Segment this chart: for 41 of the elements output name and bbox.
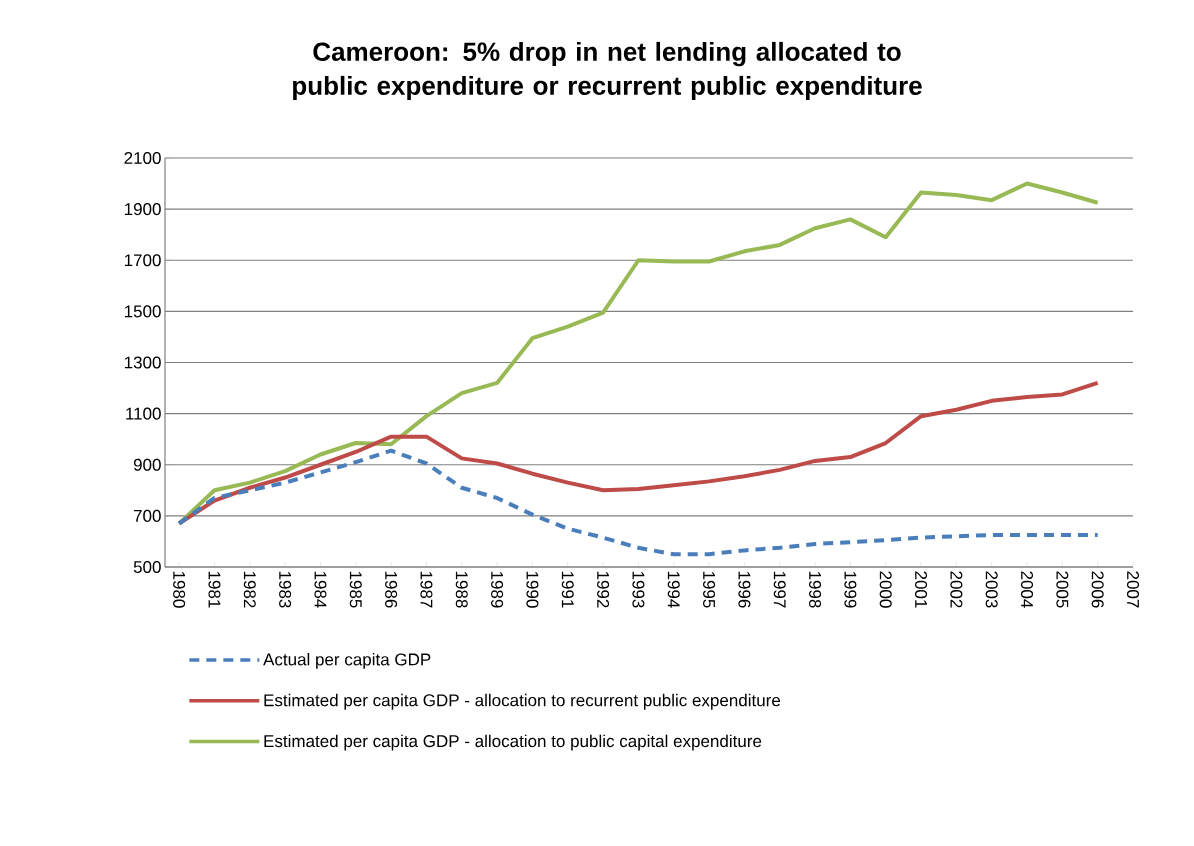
- x-tick-label: 2002: [950, 571, 963, 608]
- x-tick-label: 1990: [526, 571, 539, 608]
- x-tick-label: 1985: [349, 571, 362, 608]
- x-tick-label: 1994: [667, 571, 680, 608]
- x-tick-label: 1992: [597, 571, 610, 608]
- y-tick-label: 700: [133, 509, 161, 522]
- legend-label: Actual per capita GDP: [263, 653, 431, 669]
- x-tick-label: 2005: [1056, 571, 1069, 608]
- x-tick-label: 1982: [243, 571, 256, 608]
- x-tick-label: 1986: [385, 571, 398, 608]
- y-tick-label: 2100: [124, 151, 161, 165]
- x-tick-label: 1983: [279, 571, 292, 608]
- x-tick-label: 1999: [844, 571, 857, 608]
- x-tick-label: 1984: [314, 571, 327, 608]
- x-tick-label: 1987: [420, 571, 433, 608]
- chart-title: Cameroon: 5% drop in net lending allocated to public expenditure or recurrent public expenditure: [293, 41, 922, 101]
- x-tick-label: 1997: [773, 571, 786, 608]
- x-tick-label: 1998: [809, 571, 822, 608]
- x-tick-label: 2000: [879, 571, 892, 608]
- y-tick-label: 1100: [126, 407, 161, 420]
- x-tick-label: 2001: [915, 571, 928, 608]
- legend-label: Estimated per capita GDP - allocation to recurrent public expenditure: [264, 693, 781, 710]
- x-tick-label: 1988: [455, 571, 468, 608]
- y-tick-label: 1700: [124, 254, 161, 267]
- x-tick-label: 1981: [208, 571, 221, 608]
- x-tick-label: 2003: [985, 571, 998, 608]
- x-tick-label: 2007: [1126, 571, 1140, 608]
- x-tick-label: 1993: [632, 571, 645, 608]
- x-tick-label: 2006: [1091, 571, 1104, 608]
- x-tick-label: 1995: [703, 571, 716, 608]
- y-tick-label: 1900: [124, 203, 161, 216]
- y-tick-label: 1500: [124, 305, 161, 318]
- x-tick-label: 1996: [738, 571, 751, 608]
- x-tick-label: 1980: [173, 571, 186, 608]
- x-tick-label: 2004: [1021, 571, 1034, 608]
- y-tick-label: 500: [133, 560, 161, 574]
- legend-label: Estimated per capita GDP - allocation to public capital expenditure: [264, 734, 762, 751]
- y-tick-label: 900: [133, 458, 161, 471]
- x-tick-label: 1991: [561, 571, 574, 608]
- y-tick-label: 1300: [124, 356, 161, 369]
- x-tick-label: 1989: [491, 571, 504, 608]
